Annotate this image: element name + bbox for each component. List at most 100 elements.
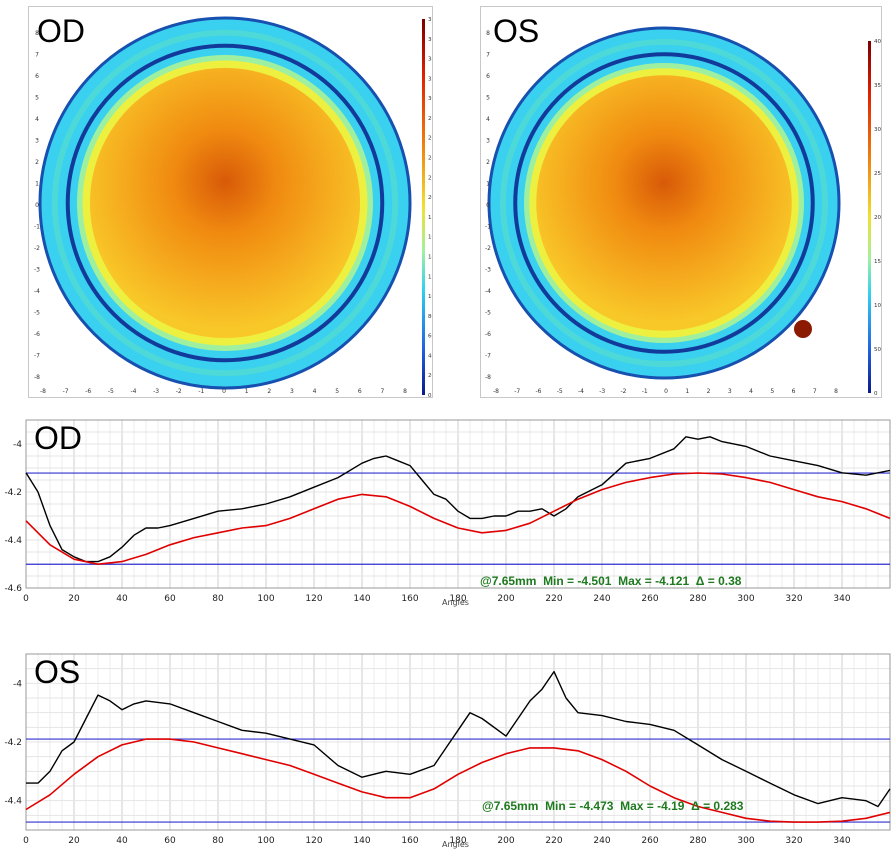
y-tick-label: 3 xyxy=(35,138,39,145)
x-tick-label: 5 xyxy=(335,388,339,395)
y-tick-label: 2 xyxy=(35,159,39,166)
y-tick-label: -6 xyxy=(34,331,40,338)
colorbar-tick-label: 400 xyxy=(874,39,881,45)
y-tick-label: 8 xyxy=(486,30,490,37)
x-tick-label: -5 xyxy=(108,388,114,395)
measured-profile-line xyxy=(25,436,891,563)
mid-band xyxy=(500,39,828,367)
x-tick-label: 20 xyxy=(68,836,80,846)
y-tick-label: 5 xyxy=(35,95,39,102)
x-tick-label: 0 xyxy=(23,836,29,846)
od-stats-label: @7.65mm Min = -4.501 Max = -4.121 Δ = 0.… xyxy=(480,574,742,588)
colorbar-tick-label: 150 xyxy=(874,259,881,265)
mid-band xyxy=(51,29,399,377)
colorbar-tick-label: 0 xyxy=(874,391,878,397)
od-map-panel: -8 -7 -6 -5 -4 -3 -2 -1 0 1 2 3 4 5 6 7 8 8 7 6 5 4 3 2 1 0 -1 -2 -3… xyxy=(28,6,439,399)
x-tick-label: 260 xyxy=(641,836,658,846)
x-tick-label: 3 xyxy=(728,388,732,395)
x-tick-label: 4 xyxy=(313,388,317,395)
od-profile-chart: 0 20 40 60 80 100 120 140 160 180 200 220 240 260 280 3… xyxy=(0,410,895,610)
x-tick-label: 100 xyxy=(257,594,274,604)
y-tick-label: -7 xyxy=(34,353,40,360)
x-tick-label: 240 xyxy=(593,594,610,604)
colorbar-tick-label: 100 xyxy=(428,294,432,300)
y-tick-label: -5 xyxy=(34,310,40,317)
colorbar-tick-label: 380 xyxy=(428,17,432,23)
os-stats-label: @7.65mm Min = -4.473 Max = -4.19 Δ = 0.2… xyxy=(482,799,744,813)
y-tick-label: 6 xyxy=(486,73,490,80)
x-tick-label: -8 xyxy=(40,388,46,395)
y-tick-label: 2 xyxy=(486,159,490,166)
colorbar-tick-label: 80 xyxy=(428,314,432,320)
x-tick-label: -4 xyxy=(131,388,137,395)
x-tick-label: 6 xyxy=(792,388,796,395)
x-tick-label: 8 xyxy=(403,388,407,395)
colorbar-tick-label: 200 xyxy=(428,195,432,201)
fitted-profile-line xyxy=(25,738,891,823)
x-tick-label: 120 xyxy=(305,836,322,846)
hot-spot xyxy=(794,320,812,338)
fitted-profile-line xyxy=(25,472,891,565)
outer-edge xyxy=(487,26,841,380)
od-profile-svg: 0 20 40 60 80 100 120 140 160 180 200 220 240 260 280 3… xyxy=(4,419,891,604)
x-tick-label: 20 xyxy=(68,594,80,604)
x-tick-label: -2 xyxy=(621,388,627,395)
y-tick-label: 4 xyxy=(486,116,490,123)
x-tick-label: 60 xyxy=(164,594,176,604)
colorbar-tick-label: 60 xyxy=(428,334,432,340)
x-tick-label: 120 xyxy=(305,594,322,604)
colorbar xyxy=(422,19,425,395)
measured-profile-line xyxy=(26,670,891,808)
x-tick-label: 80 xyxy=(212,594,224,604)
x-tick-label: 160 xyxy=(401,836,418,846)
x-tick-label: 200 xyxy=(497,594,514,604)
y-tick-label: -4 xyxy=(13,440,22,450)
y-tick-label: -3 xyxy=(485,267,491,274)
y-tick-label: -7 xyxy=(485,353,491,360)
x-tick-label: -4 xyxy=(578,388,584,395)
x-tick-label: 7 xyxy=(380,388,384,395)
colorbar-tick-label: 320 xyxy=(428,76,432,82)
y-tick-label: -3 xyxy=(34,267,40,274)
x-tick-label: -6 xyxy=(85,388,91,395)
x-tick-label: -1 xyxy=(198,388,204,395)
central-zone xyxy=(536,75,792,331)
y-tick-label: -4 xyxy=(13,679,22,689)
colorbar-tick-label: 250 xyxy=(874,171,881,177)
colorbar-tick-label: 240 xyxy=(428,156,432,162)
colorbar-tick-label: 340 xyxy=(428,57,432,63)
x-tick-label: -1 xyxy=(642,388,648,395)
y-tick-label: -1 xyxy=(34,224,40,231)
y-tick-label: 7 xyxy=(35,52,39,59)
colorbar-tick-label: 40 xyxy=(428,353,432,359)
os-map-label: OS xyxy=(493,13,540,49)
x-tick-label: -8 xyxy=(493,388,499,395)
colorbar-tick-label: 360 xyxy=(428,37,432,43)
y-tick-label: 0 xyxy=(35,202,39,209)
x-tick-label: 0 xyxy=(664,388,668,395)
colorbar-tick-label: 300 xyxy=(428,96,432,102)
x-tick-label: -7 xyxy=(63,388,69,395)
x-tick-label: -6 xyxy=(536,388,542,395)
y-tick-label: -4.4 xyxy=(4,797,22,807)
colorbar-tick-label: 20 xyxy=(428,373,432,379)
x-tick-label: 160 xyxy=(401,594,418,604)
y-tick-label: -1 xyxy=(485,224,491,231)
x-tick-label: 280 xyxy=(689,594,706,604)
os-x-axis-title: Angles xyxy=(442,840,469,849)
colorbar-tick-label: 260 xyxy=(428,136,432,142)
colorbar-tick-label: 220 xyxy=(428,175,432,181)
colorbar-tick-label: 100 xyxy=(874,303,881,309)
x-tick-label: 5 xyxy=(770,388,774,395)
y-tick-label: 1 xyxy=(35,181,39,188)
x-tick-label: 0 xyxy=(222,388,226,395)
y-tick-label: -4 xyxy=(34,288,40,295)
x-tick-label: 320 xyxy=(785,594,802,604)
y-tick-label: -8 xyxy=(485,374,491,381)
y-tick-label: 0 xyxy=(486,202,490,209)
y-tick-label: -2 xyxy=(485,245,491,252)
x-tick-label: 260 xyxy=(641,594,658,604)
y-tick-label: -6 xyxy=(485,331,491,338)
x-tick-label: 240 xyxy=(593,836,610,846)
colorbar-tick-label: 350 xyxy=(874,83,881,89)
